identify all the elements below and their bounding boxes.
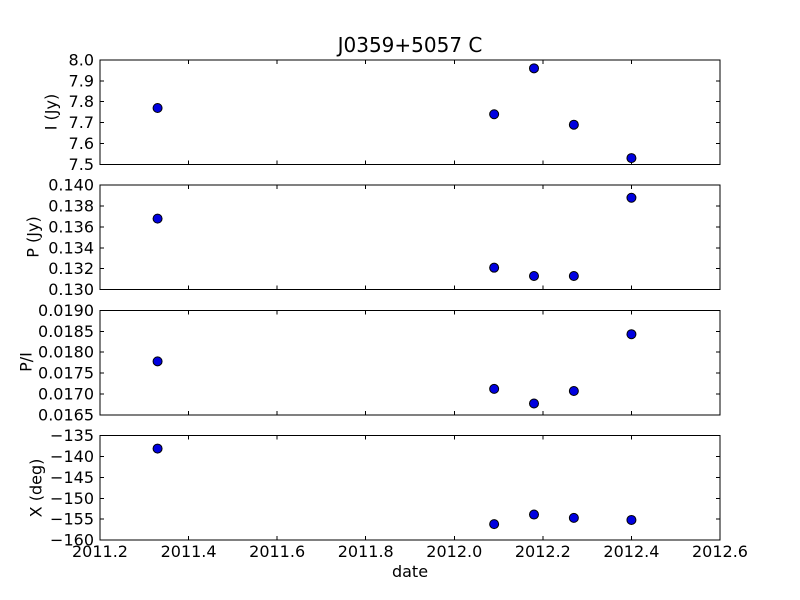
data-point <box>626 153 637 164</box>
data-point <box>489 109 500 120</box>
y-tick-label: −145 <box>50 468 94 487</box>
y-tick-label: 0.138 <box>48 197 94 216</box>
data-point <box>489 262 500 273</box>
y-tick-label: 0.0180 <box>38 343 94 362</box>
y-tick-label: 8.0 <box>69 51 94 70</box>
y-tick-label: 0.132 <box>48 259 94 278</box>
data-point <box>529 63 539 74</box>
x-tick-label: 2012.6 <box>692 542 748 561</box>
data-point <box>529 271 539 282</box>
y-axis-label-i-jy: I (Jy) <box>41 93 61 131</box>
y-tick-label: −160 <box>50 531 94 550</box>
y-tick-label: 7.5 <box>69 155 94 174</box>
y-tick-label: 0.140 <box>48 176 94 195</box>
x-tick-label: 2011.6 <box>249 542 305 561</box>
panel-4-frame <box>99 435 721 541</box>
y-axis-label-p-over-i: P/I <box>16 352 36 372</box>
y-tick-label: 0.134 <box>48 238 94 257</box>
data-point <box>152 356 163 367</box>
data-point <box>568 271 579 282</box>
y-tick-label: 7.7 <box>69 113 94 132</box>
panel-3-frame <box>99 309 721 416</box>
x-axis-label: date <box>391 562 429 581</box>
data-point <box>626 514 637 525</box>
panel-1-frame <box>99 59 721 165</box>
y-tick-label: −155 <box>50 510 94 529</box>
data-point <box>529 398 539 409</box>
data-point <box>489 519 500 530</box>
y-tick-label: 0.0185 <box>38 322 94 341</box>
y-tick-label: 7.6 <box>69 134 94 153</box>
data-point <box>568 385 579 396</box>
x-tick-label: 2012.0 <box>426 542 482 561</box>
data-point <box>152 103 163 114</box>
y-tick-label: 0.0165 <box>38 405 94 424</box>
y-tick-label: 0.0170 <box>38 384 94 403</box>
panel-2-frame <box>99 184 721 291</box>
chart-title: J0359+5057 C <box>337 33 483 57</box>
data-point <box>152 443 163 454</box>
y-tick-label: 7.9 <box>69 71 94 90</box>
x-tick-label: 2011.4 <box>161 542 217 561</box>
y-tick-label: −140 <box>50 447 94 466</box>
y-tick-label: 0.0175 <box>38 364 94 383</box>
x-tick-label: 2011.2 <box>72 542 128 561</box>
data-point <box>626 192 637 203</box>
y-tick-label: 7.8 <box>69 92 94 111</box>
data-point <box>529 509 539 520</box>
x-tick-label: 2011.8 <box>338 542 394 561</box>
y-tick-label: −135 <box>50 426 94 445</box>
data-point <box>568 119 579 130</box>
y-tick-label: −150 <box>50 489 94 508</box>
data-point <box>152 213 163 224</box>
data-point <box>626 329 637 340</box>
y-tick-label: 0.0190 <box>38 301 94 320</box>
y-tick-label: 0.130 <box>48 280 94 299</box>
data-point <box>568 512 579 523</box>
y-axis-label-p-jy: P (Jy) <box>23 216 43 258</box>
data-point <box>489 383 500 394</box>
y-axis-label-x-deg: X (deg) <box>26 458 46 518</box>
y-tick-label: 0.136 <box>48 217 94 236</box>
x-tick-label: 2012.4 <box>603 542 659 561</box>
x-tick-label: 2012.2 <box>515 542 571 561</box>
